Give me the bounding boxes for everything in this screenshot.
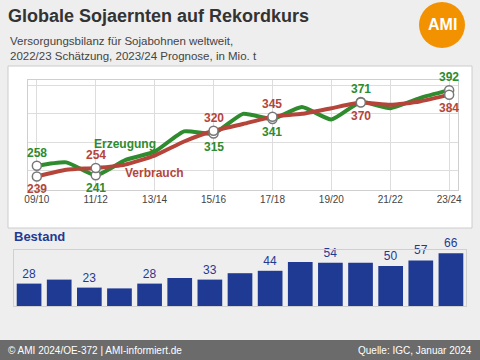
svg-text:Verbrauch: Verbrauch xyxy=(125,166,184,180)
svg-text:384: 384 xyxy=(439,101,459,115)
svg-text:13/14: 13/14 xyxy=(142,194,167,205)
svg-text:33: 33 xyxy=(203,263,217,277)
svg-text:241: 241 xyxy=(86,181,106,195)
svg-text:17/18: 17/18 xyxy=(260,194,285,205)
svg-text:258: 258 xyxy=(27,146,47,160)
svg-text:320: 320 xyxy=(204,111,224,125)
svg-text:Globale Sojaernten auf Rekordk: Globale Sojaernten auf Rekordkurs xyxy=(8,6,309,26)
svg-text:392: 392 xyxy=(439,70,459,84)
svg-text:21/22: 21/22 xyxy=(378,194,403,205)
svg-text:19/20: 19/20 xyxy=(319,194,344,205)
svg-text:345: 345 xyxy=(262,97,282,111)
svg-text:370: 370 xyxy=(351,109,371,123)
svg-text:315: 315 xyxy=(204,140,224,154)
svg-text:Erzeugung: Erzeugung xyxy=(94,137,156,151)
svg-text:28: 28 xyxy=(22,267,36,281)
svg-text:© AMI 2024/OE-372 | AMI-inform: © AMI 2024/OE-372 | AMI-informiert.de xyxy=(8,345,182,356)
svg-text:50: 50 xyxy=(384,249,398,263)
svg-text:28: 28 xyxy=(143,267,157,281)
svg-text:254: 254 xyxy=(86,148,106,162)
svg-text:57: 57 xyxy=(414,243,428,257)
svg-text:Bestand: Bestand xyxy=(14,229,65,244)
svg-text:44: 44 xyxy=(263,254,277,268)
svg-text:Quelle: IGC, Januar 2024: Quelle: IGC, Januar 2024 xyxy=(358,345,472,356)
svg-text:Versorgungsbilanz für Sojabohn: Versorgungsbilanz für Sojabohnen weltwei… xyxy=(10,35,257,62)
svg-text:341: 341 xyxy=(262,125,282,139)
svg-text:239: 239 xyxy=(27,182,47,196)
svg-text:54: 54 xyxy=(324,246,338,260)
svg-text:23/24: 23/24 xyxy=(437,194,462,205)
svg-text:11/12: 11/12 xyxy=(84,194,109,205)
svg-text:23: 23 xyxy=(82,271,96,285)
svg-text:09/10: 09/10 xyxy=(24,194,49,205)
svg-text:AMI: AMI xyxy=(428,16,457,33)
svg-text:371: 371 xyxy=(351,82,371,96)
svg-text:66: 66 xyxy=(444,236,458,250)
svg-text:15/16: 15/16 xyxy=(201,194,226,205)
